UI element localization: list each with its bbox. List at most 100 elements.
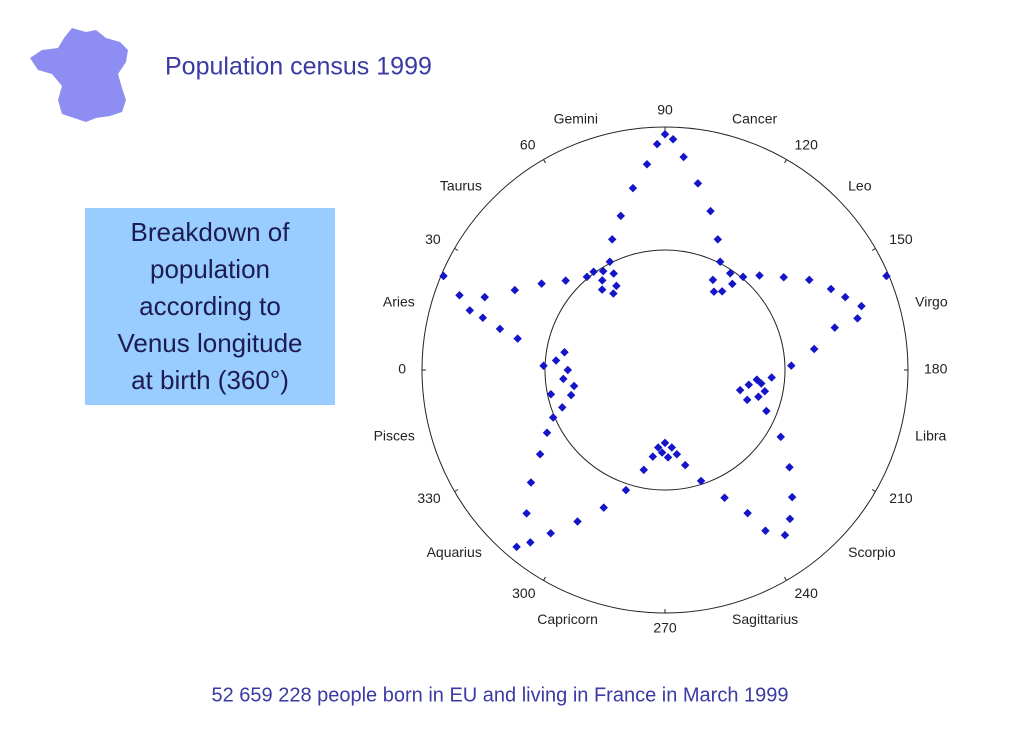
point [667, 443, 677, 452]
theta-tick-label: 270 [653, 620, 677, 636]
point [569, 381, 579, 391]
callout-line: Venus longitude [117, 328, 302, 358]
point [713, 235, 723, 244]
point [582, 272, 592, 282]
point [841, 292, 850, 302]
point [785, 463, 794, 472]
point [612, 281, 621, 291]
point [787, 361, 796, 370]
point [679, 152, 688, 162]
point [657, 448, 667, 457]
point [537, 279, 546, 288]
callout-box [85, 208, 335, 405]
callout-line: population [150, 254, 270, 284]
plot: 0 30 60 90 120 150 180 210 240 270 300 330 Aries Taur… [374, 102, 948, 636]
callout-line: Breakdown of [131, 217, 291, 247]
point [628, 183, 638, 193]
point [809, 344, 819, 354]
point [744, 380, 754, 390]
point [546, 390, 556, 399]
point [526, 538, 535, 547]
point [882, 271, 891, 281]
point [709, 287, 719, 296]
sign-label: Sagittarius [732, 611, 798, 627]
theta-tick [454, 489, 459, 492]
point [589, 267, 598, 276]
point [743, 508, 752, 518]
theta-tick-label: 30 [425, 231, 441, 247]
point [561, 276, 570, 285]
point [542, 428, 552, 437]
point [539, 361, 548, 371]
theta-tick [543, 159, 546, 164]
point [522, 509, 531, 518]
point [680, 460, 690, 470]
point [566, 390, 576, 400]
point [663, 453, 673, 462]
point [652, 139, 662, 149]
point [563, 365, 573, 375]
point [715, 257, 725, 266]
point [560, 348, 569, 357]
theta-tick-label: 300 [512, 585, 536, 601]
point [787, 492, 797, 502]
point [513, 334, 522, 343]
sign-label: Aquarius [427, 544, 482, 560]
point [830, 323, 840, 332]
point [767, 373, 776, 382]
point [495, 324, 505, 334]
point [642, 159, 652, 169]
theta-tick [454, 248, 459, 251]
point [653, 443, 663, 452]
point [455, 290, 464, 300]
sign-label: Pisces [374, 428, 415, 444]
sign-label: Aries [383, 294, 415, 310]
point [558, 403, 567, 412]
point [548, 413, 558, 422]
point [607, 235, 617, 244]
point [599, 503, 608, 512]
point [598, 276, 607, 285]
point [779, 273, 788, 282]
point [720, 493, 729, 502]
point [761, 526, 770, 535]
theta-tick-label: 90 [657, 102, 673, 118]
sign-label: Scorpio [848, 544, 896, 560]
point [738, 272, 748, 282]
point [573, 517, 582, 526]
title: Population census 1999 [165, 53, 432, 81]
sign-label: Cancer [732, 111, 777, 127]
point [760, 386, 770, 396]
theta-tick [871, 248, 876, 251]
sign-label: Leo [848, 178, 872, 194]
sign-label: Taurus [440, 178, 482, 194]
point [510, 285, 520, 295]
outer-circle [421, 126, 909, 614]
point [780, 530, 790, 540]
france-map [30, 28, 128, 122]
point [660, 438, 670, 448]
point [526, 478, 536, 487]
theta-tick [784, 159, 787, 164]
point [708, 275, 718, 285]
inner-circle [544, 249, 786, 491]
point [660, 130, 670, 139]
point [754, 392, 763, 402]
point [480, 292, 489, 302]
point [551, 356, 561, 365]
callout-line: at birth (360°) [131, 365, 289, 395]
sign-label: Virgo [915, 294, 948, 310]
point [735, 385, 745, 395]
point [535, 450, 545, 459]
point [706, 206, 715, 216]
point [725, 269, 735, 278]
point [668, 135, 678, 144]
theta-tick-label: 330 [417, 490, 441, 506]
point [762, 406, 771, 416]
point [857, 301, 866, 311]
sign-label: Libra [915, 428, 946, 444]
point [609, 269, 618, 278]
point [742, 395, 752, 405]
point [728, 279, 737, 289]
